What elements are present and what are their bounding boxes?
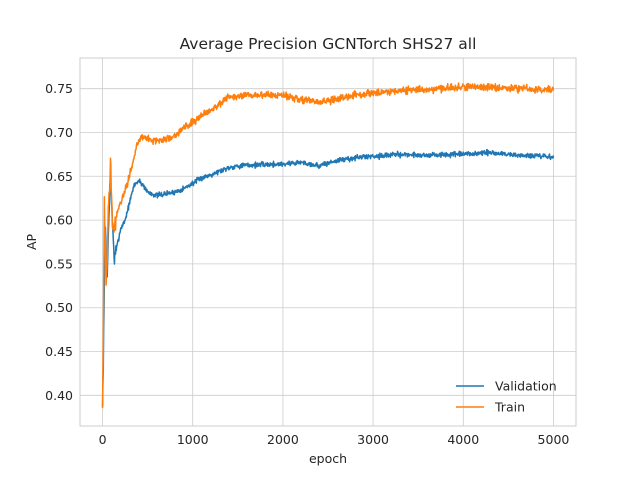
series-line-train	[101, 82, 555, 409]
plot-frame	[79, 57, 577, 427]
x-tick-label: 2000	[267, 432, 299, 447]
y-tick-label: 0.75	[45, 81, 73, 96]
y-tick-label: 0.70	[45, 125, 73, 140]
grid-layer	[80, 58, 576, 426]
y-tick-label: 0.65	[45, 169, 73, 184]
y-axis-label: AP	[24, 233, 39, 250]
x-tick-label: 0	[99, 432, 107, 447]
y-tick-label: 0.45	[45, 344, 73, 359]
x-tick-label: 4000	[447, 432, 479, 447]
legend: Validation Train	[456, 379, 557, 415]
y-tick-label: 0.55	[45, 256, 73, 271]
series-line-validation	[101, 149, 555, 407]
y-tick-label: 0.60	[45, 213, 73, 228]
tick-layer: 0 1000 2000 3000 4000 5000 0.40 0.45 0.50 0.55 0.6…	[45, 81, 569, 447]
x-tick-label: 3000	[357, 432, 389, 447]
chart-title: Average Precision GCNTorch SHS27 all	[180, 35, 477, 53]
series-layer	[101, 82, 555, 409]
x-tick-label: 1000	[177, 432, 209, 447]
y-tick-label: 0.40	[45, 388, 73, 403]
legend-label-train: Train	[494, 400, 525, 415]
y-tick-label: 0.50	[45, 300, 73, 315]
legend-label-validation: Validation	[495, 379, 557, 394]
x-tick-label: 5000	[538, 432, 570, 447]
x-axis-label: epoch	[309, 451, 347, 466]
